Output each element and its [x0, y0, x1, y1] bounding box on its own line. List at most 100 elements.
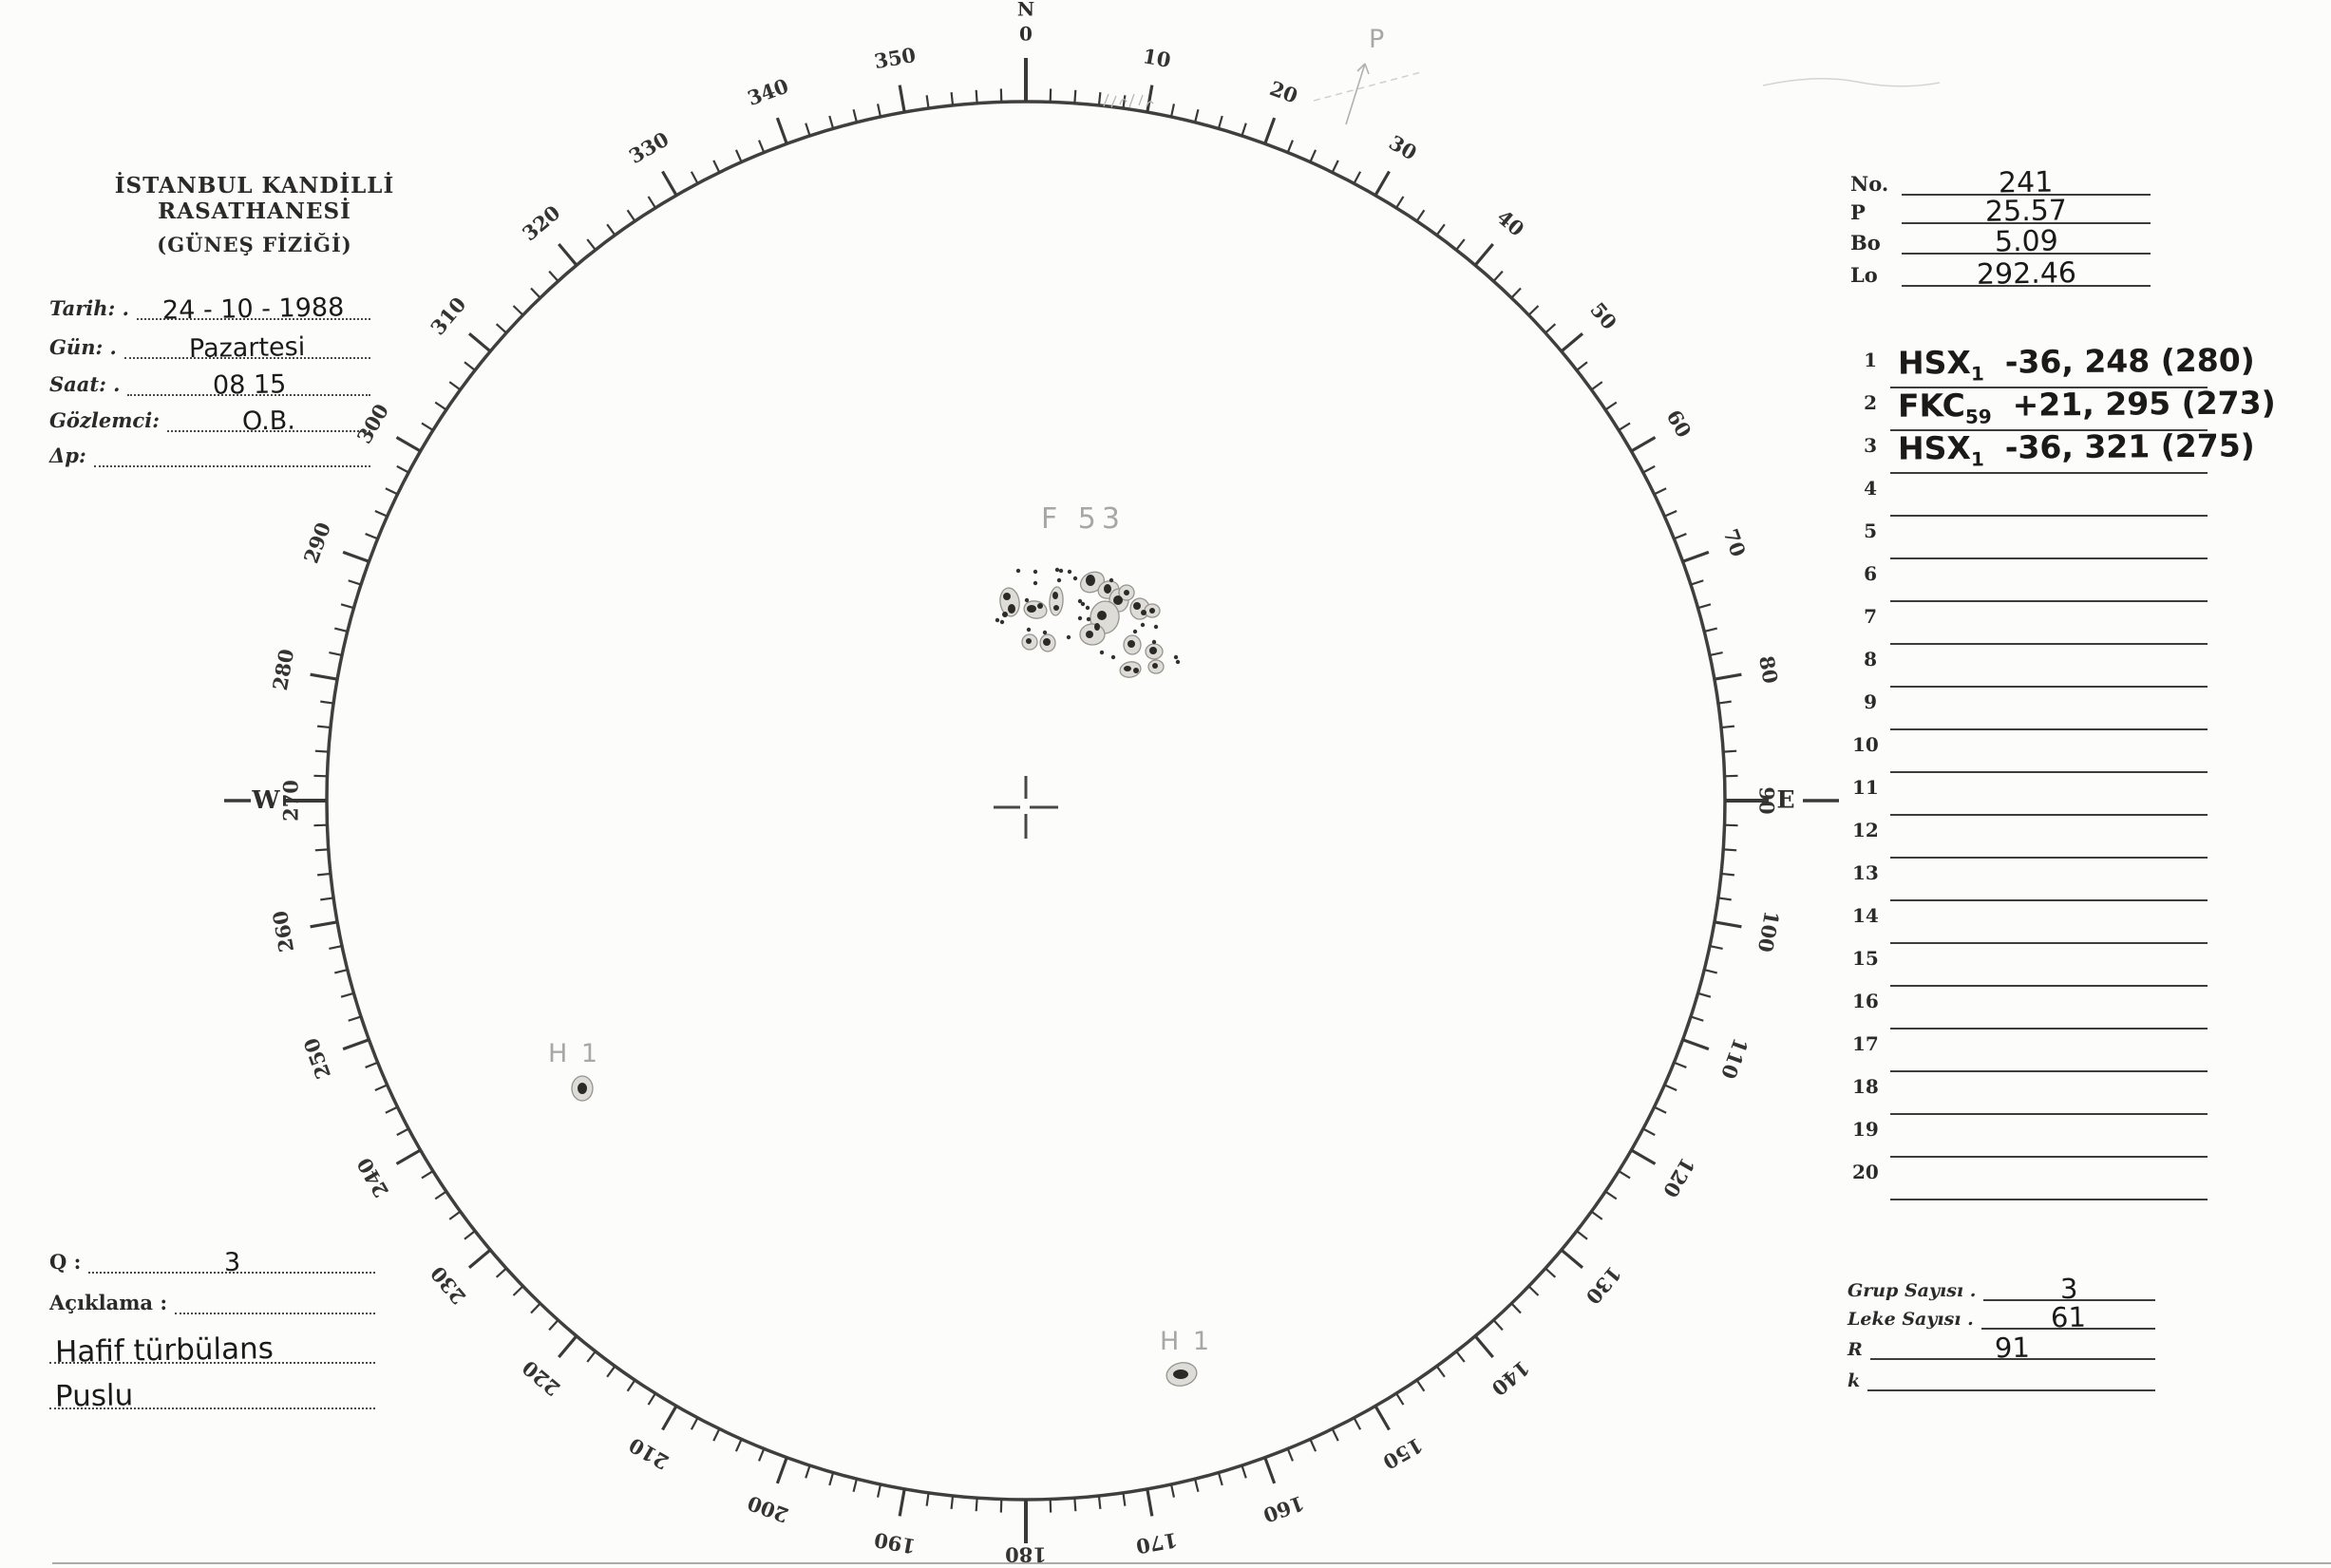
observation-row: Tarih: . 24 - 10 - 1988	[49, 288, 370, 326]
group-row-number: 20	[1852, 1161, 1879, 1183]
minor-degree-tick	[975, 1498, 978, 1512]
aciklama-line	[175, 1313, 375, 1314]
group-row: 17	[1852, 1032, 2232, 1072]
minor-degree-tick	[586, 1351, 597, 1363]
minor-degree-tick	[950, 91, 955, 106]
summary-fields: Grup Sayısı . 3 Leke Sayısı . 61 R 91 k	[1848, 0, 2155, 1425]
minor-degree-tick	[1097, 91, 1102, 106]
observation-row: Gözlemci: O.B.	[49, 400, 370, 436]
ephemeris-row: Lo 292.46	[1850, 255, 2151, 292]
minor-degree-tick	[1590, 381, 1603, 391]
group-row: 3 HSX1 -36, 321 (275)	[1852, 427, 2255, 474]
minor-degree-tick	[712, 1428, 721, 1442]
minor-degree-tick	[385, 1105, 398, 1114]
sunspot-umbra	[1086, 575, 1095, 586]
sunspot-pore	[1080, 601, 1086, 607]
minor-degree-tick	[1193, 109, 1200, 123]
group-row-number: 4	[1864, 477, 1877, 500]
sunspot-umbra	[1086, 631, 1093, 638]
degree-label: 120	[1658, 1154, 1700, 1201]
group-row-number: 6	[1864, 562, 1877, 585]
minor-degree-tick	[876, 1483, 882, 1498]
group-row-number: 9	[1864, 690, 1877, 713]
major-degree-tick	[558, 1334, 578, 1359]
group-row-number: 16	[1852, 990, 1879, 1012]
major-degree-tick	[1714, 672, 1742, 681]
degree-label: 320	[518, 200, 565, 245]
minor-degree-tick	[1169, 104, 1176, 118]
minor-degree-tick	[1415, 209, 1426, 222]
minor-degree-tick	[1604, 1190, 1618, 1200]
group-row-number: 17	[1852, 1032, 1879, 1055]
field-label: R	[1848, 1339, 1863, 1360]
minor-degree-tick	[925, 95, 930, 109]
degree-label: 20	[1267, 76, 1301, 107]
minor-degree-tick	[495, 323, 507, 334]
minor-degree-tick	[548, 1319, 559, 1332]
minor-degree-tick	[1642, 464, 1656, 474]
observatory-title: İSTANBUL KANDİLLİ RASATHANESİ	[114, 173, 395, 224]
group-row-line	[1890, 733, 2208, 773]
pencil-annotation-p-label: P	[1369, 25, 1384, 54]
minor-degree-tick	[421, 1170, 434, 1180]
group-row-line	[1890, 1032, 2208, 1072]
minor-degree-tick	[734, 1438, 743, 1452]
sunspot-umbra	[1113, 595, 1123, 605]
scan-smudge	[1762, 78, 1941, 87]
minor-degree-tick	[1618, 422, 1631, 431]
minor-degree-tick	[1545, 1267, 1557, 1278]
minor-degree-tick	[1697, 603, 1712, 610]
form-header: İSTANBUL KANDİLLİ RASATHANESİ (GÜNEŞ FİZ…	[44, 173, 465, 256]
minor-degree-tick	[925, 1492, 930, 1506]
minor-degree-tick	[876, 104, 882, 118]
minor-degree-tick	[1527, 305, 1540, 316]
minor-degree-tick	[1286, 140, 1294, 154]
minor-degree-tick	[606, 223, 616, 236]
group-row-number: 15	[1852, 947, 1879, 970]
group-row-number: 13	[1852, 861, 1879, 884]
degree-label: 130	[1582, 1262, 1626, 1310]
sunspot-pore	[995, 617, 1000, 623]
group-row-line	[1890, 605, 2208, 645]
sunspot-pore	[1132, 629, 1138, 634]
sunspot-umbra	[1043, 638, 1051, 646]
pencil-scribble	[1103, 93, 1154, 108]
minor-degree-tick	[1492, 270, 1504, 282]
minor-degree-tick	[1709, 651, 1723, 657]
remark-text: Hafif türbülans	[54, 1331, 275, 1370]
sunspot-umbra	[1128, 640, 1135, 648]
quality-block: Q : 3 Açıklama : Hafif türbülans Puslu	[49, 0, 375, 1425]
group-row: 6	[1852, 562, 2232, 602]
group-row-number: 14	[1852, 904, 1879, 927]
group-row-number: 11	[1852, 776, 1879, 799]
minor-degree-tick	[1723, 848, 1737, 852]
sunspot-pore	[1072, 576, 1078, 581]
group-row: 8	[1852, 648, 2232, 688]
minor-degree-tick	[1217, 1472, 1223, 1486]
minor-degree-tick	[626, 1379, 636, 1392]
minor-degree-tick	[586, 238, 597, 251]
group-row: 15	[1852, 947, 2232, 987]
major-degree-tick	[342, 550, 370, 563]
minor-degree-tick	[316, 872, 332, 877]
observation-row: Saat: . 08 15	[49, 364, 370, 401]
major-degree-tick	[467, 332, 492, 353]
minor-degree-tick	[434, 401, 447, 411]
minor-degree-tick	[758, 1447, 766, 1462]
minor-degree-tick	[690, 1417, 699, 1430]
degree-label: 350	[872, 43, 918, 73]
minor-degree-tick	[1703, 968, 1717, 974]
minor-degree-tick	[1122, 95, 1127, 109]
p-arrow-head	[1356, 63, 1370, 75]
group-row-number: 18	[1852, 1075, 1879, 1098]
major-degree-tick	[310, 672, 338, 681]
sunspot-pore	[1153, 624, 1159, 630]
sunspot-umbra	[578, 1083, 587, 1094]
sunspot-umbra	[1133, 668, 1139, 673]
minor-degree-tick	[464, 1230, 476, 1240]
observation-fields: Tarih: . 24 - 10 - 1988 Gün: . Pazartesi Saa…	[49, 0, 370, 484]
minor-degree-tick	[334, 627, 349, 633]
field-line: 5.09	[1902, 219, 2151, 259]
minor-degree-tick	[1590, 1210, 1603, 1220]
